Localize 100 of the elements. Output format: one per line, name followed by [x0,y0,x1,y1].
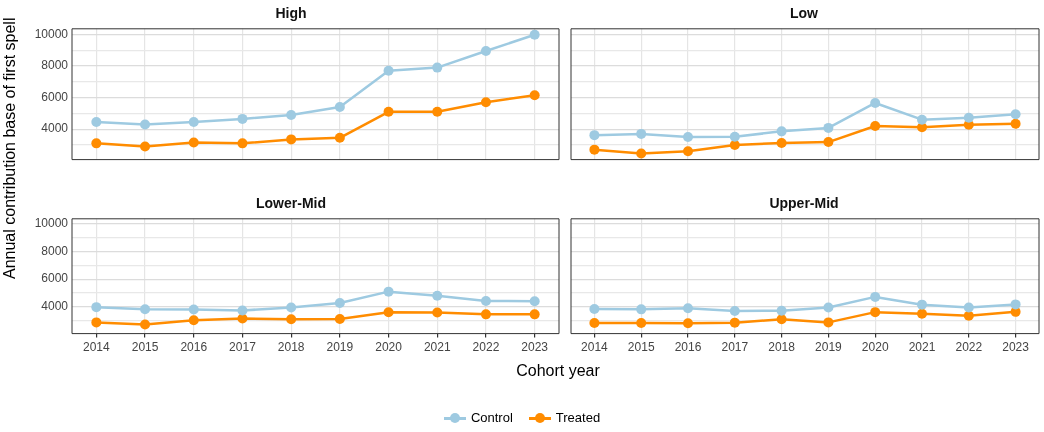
x-tick-label: 2019 [326,340,354,355]
point [1010,118,1021,129]
x-tick-label: 2017 [721,340,749,355]
y-tick-label: 8000 [41,58,69,73]
y-tick-label: 4000 [41,299,69,314]
point [286,302,297,313]
point [1010,299,1021,310]
point [823,302,834,313]
y-tick-label: 10000 [34,26,69,41]
point [729,306,740,317]
x-tick-label: 2021 [423,340,451,355]
point [589,317,600,328]
chart-title: Lower-Mid [256,195,326,212]
point [140,304,151,315]
point [188,304,199,315]
point [823,317,834,328]
point [334,314,345,325]
point [823,137,834,148]
chart-title: Low [790,5,819,22]
chart-title: Upper-Mid [769,195,839,212]
point [480,309,491,320]
x-tick-label: 2018 [768,340,796,355]
point [589,130,600,141]
point [334,102,345,113]
point [963,302,974,313]
point [188,117,199,128]
point [140,141,151,152]
point [432,62,443,73]
legend-label: Control [470,410,513,425]
point [383,307,394,318]
x-axis-title: Cohort year [515,362,601,380]
chart-title: High [275,5,307,22]
point [776,305,787,316]
x-tick-label: 2020 [861,340,889,355]
point [286,134,297,145]
x-tick-label: 2016 [180,340,208,355]
point [636,317,647,328]
point [529,309,540,320]
point [237,113,248,124]
point [286,314,297,325]
y-axis-title: Annual contribution base of first spell [1,17,19,279]
point [683,318,693,329]
point [917,308,927,319]
x-tick-label: 2014 [83,340,111,355]
y-tick-label: 6000 [41,89,69,104]
point [480,295,491,306]
point [636,148,647,159]
point [683,146,693,157]
point [683,303,693,314]
x-tick-label: 2022 [472,340,500,355]
point [383,106,394,117]
point [963,112,974,123]
point [870,291,881,302]
point [432,307,443,318]
x-tick-label: 2023 [1002,340,1030,355]
point [480,46,491,57]
x-tick-label: 2015 [627,340,655,355]
point [589,144,600,155]
point [870,120,881,131]
point [963,310,974,321]
legend-label: Treated [555,410,601,425]
x-tick-label: 2015 [131,340,159,355]
y-tick-label: 4000 [41,121,69,136]
point [529,296,540,307]
point [188,315,199,326]
point [91,138,102,149]
point [917,299,927,310]
point [1010,109,1021,120]
x-tick-label: 2021 [908,340,936,355]
point [636,304,647,315]
point [334,132,345,143]
point [917,114,927,125]
point [529,90,540,101]
point [776,138,787,149]
y-tick-label: 10000 [34,216,69,231]
point [334,298,345,308]
point [91,117,102,128]
point [480,97,491,108]
point [140,119,151,130]
point [188,137,199,148]
point [286,109,297,120]
point [237,305,248,316]
point [432,106,443,117]
x-tick-label: 2014 [581,340,609,355]
point [140,319,151,330]
x-tick-label: 2016 [674,340,702,355]
point [870,97,881,108]
x-tick-label: 2019 [815,340,843,355]
x-tick-label: 2020 [375,340,403,355]
x-tick-label: 2022 [955,340,983,355]
y-tick-label: 8000 [41,243,69,258]
x-tick-label: 2017 [229,340,257,355]
point [383,286,394,297]
point [776,126,787,137]
point [776,314,787,325]
point [432,290,443,301]
point [636,128,647,139]
point [383,65,394,76]
point [91,317,102,328]
point [237,138,248,149]
